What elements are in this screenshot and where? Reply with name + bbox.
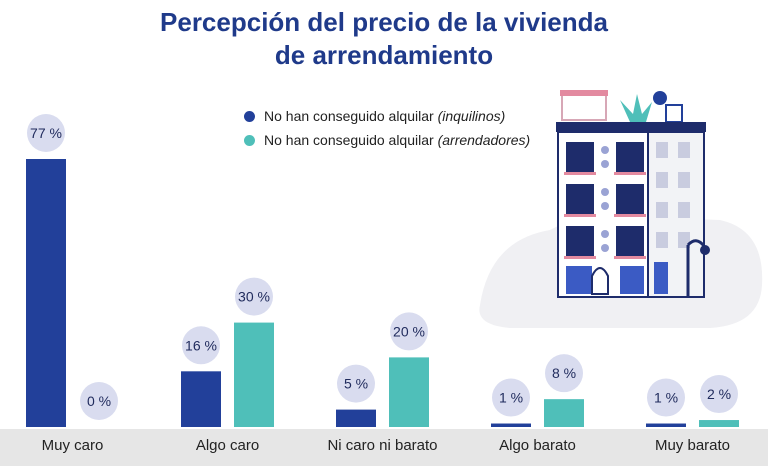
category-label-algo-barato: Algo barato [499,437,576,454]
value-bubble [80,382,118,420]
value-label: 2 % [707,386,731,402]
value-bubble [647,378,685,417]
category-axis-band [0,429,768,466]
value-label: 0 % [87,393,111,409]
value-label: 20 % [393,323,425,339]
legend-item-arrendadores: No han conseguido alquilar (arrendadores… [244,128,530,152]
bar-ni-caro-ni-barato-arrendadores [389,357,429,427]
value-bubble [390,312,428,351]
category-label-muy-barato: Muy barato [654,437,731,454]
value-label: 77 % [30,125,62,141]
bar-algo-caro-arrendadores [234,322,274,427]
bar-ni-caro-ni-barato-inquilinos [336,409,376,427]
legend-item-inquilinos: No han conseguido alquilar (inquilinos) [244,104,530,128]
legend-dot-inquilinos [244,110,255,122]
category-label-algo-caro: Algo caro [195,437,260,454]
value-label: 1 % [499,390,523,406]
value-label: 1 % [654,390,678,406]
value-bubble [492,378,530,417]
value-bubble [545,354,583,393]
bar-muy-caro-inquilinos [26,159,66,427]
value-label: 30 % [238,289,270,305]
value-bubble [235,277,273,316]
title-line-2: de arrendamiento [274,40,494,70]
value-label: 16 % [185,337,217,353]
category-label-ni-caro-ni-barato: Ni caro ni barato [327,437,438,454]
value-label: 5 % [344,376,368,392]
title-line-1: Percepción del precio de la vivienda [160,7,608,37]
legend-label-arrendadores: No han conseguido alquilar (arrendadores… [264,132,531,148]
value-bubble [337,364,375,403]
legend: No han conseguido alquilar (inquilinos) … [244,104,530,152]
legend-dot-arrendadores [244,134,255,146]
bar-algo-caro-inquilinos [181,371,221,427]
value-bubble [182,326,220,365]
bar-algo-barato-arrendadores [544,399,584,427]
category-label-muy-caro: Muy caro [41,437,104,454]
bar-muy-barato-arrendadores [699,420,739,427]
value-bubble [700,375,738,414]
building-illustration [479,90,763,328]
legend-label-inquilinos: No han conseguido alquilar (inquilinos) [264,108,506,124]
bar-muy-barato-inquilinos [646,423,686,427]
chart-title: Percepción del precio de la vivienda de … [0,6,768,72]
value-bubble [27,114,65,152]
value-label: 8 % [552,365,576,381]
bar-algo-barato-inquilinos [491,423,531,427]
